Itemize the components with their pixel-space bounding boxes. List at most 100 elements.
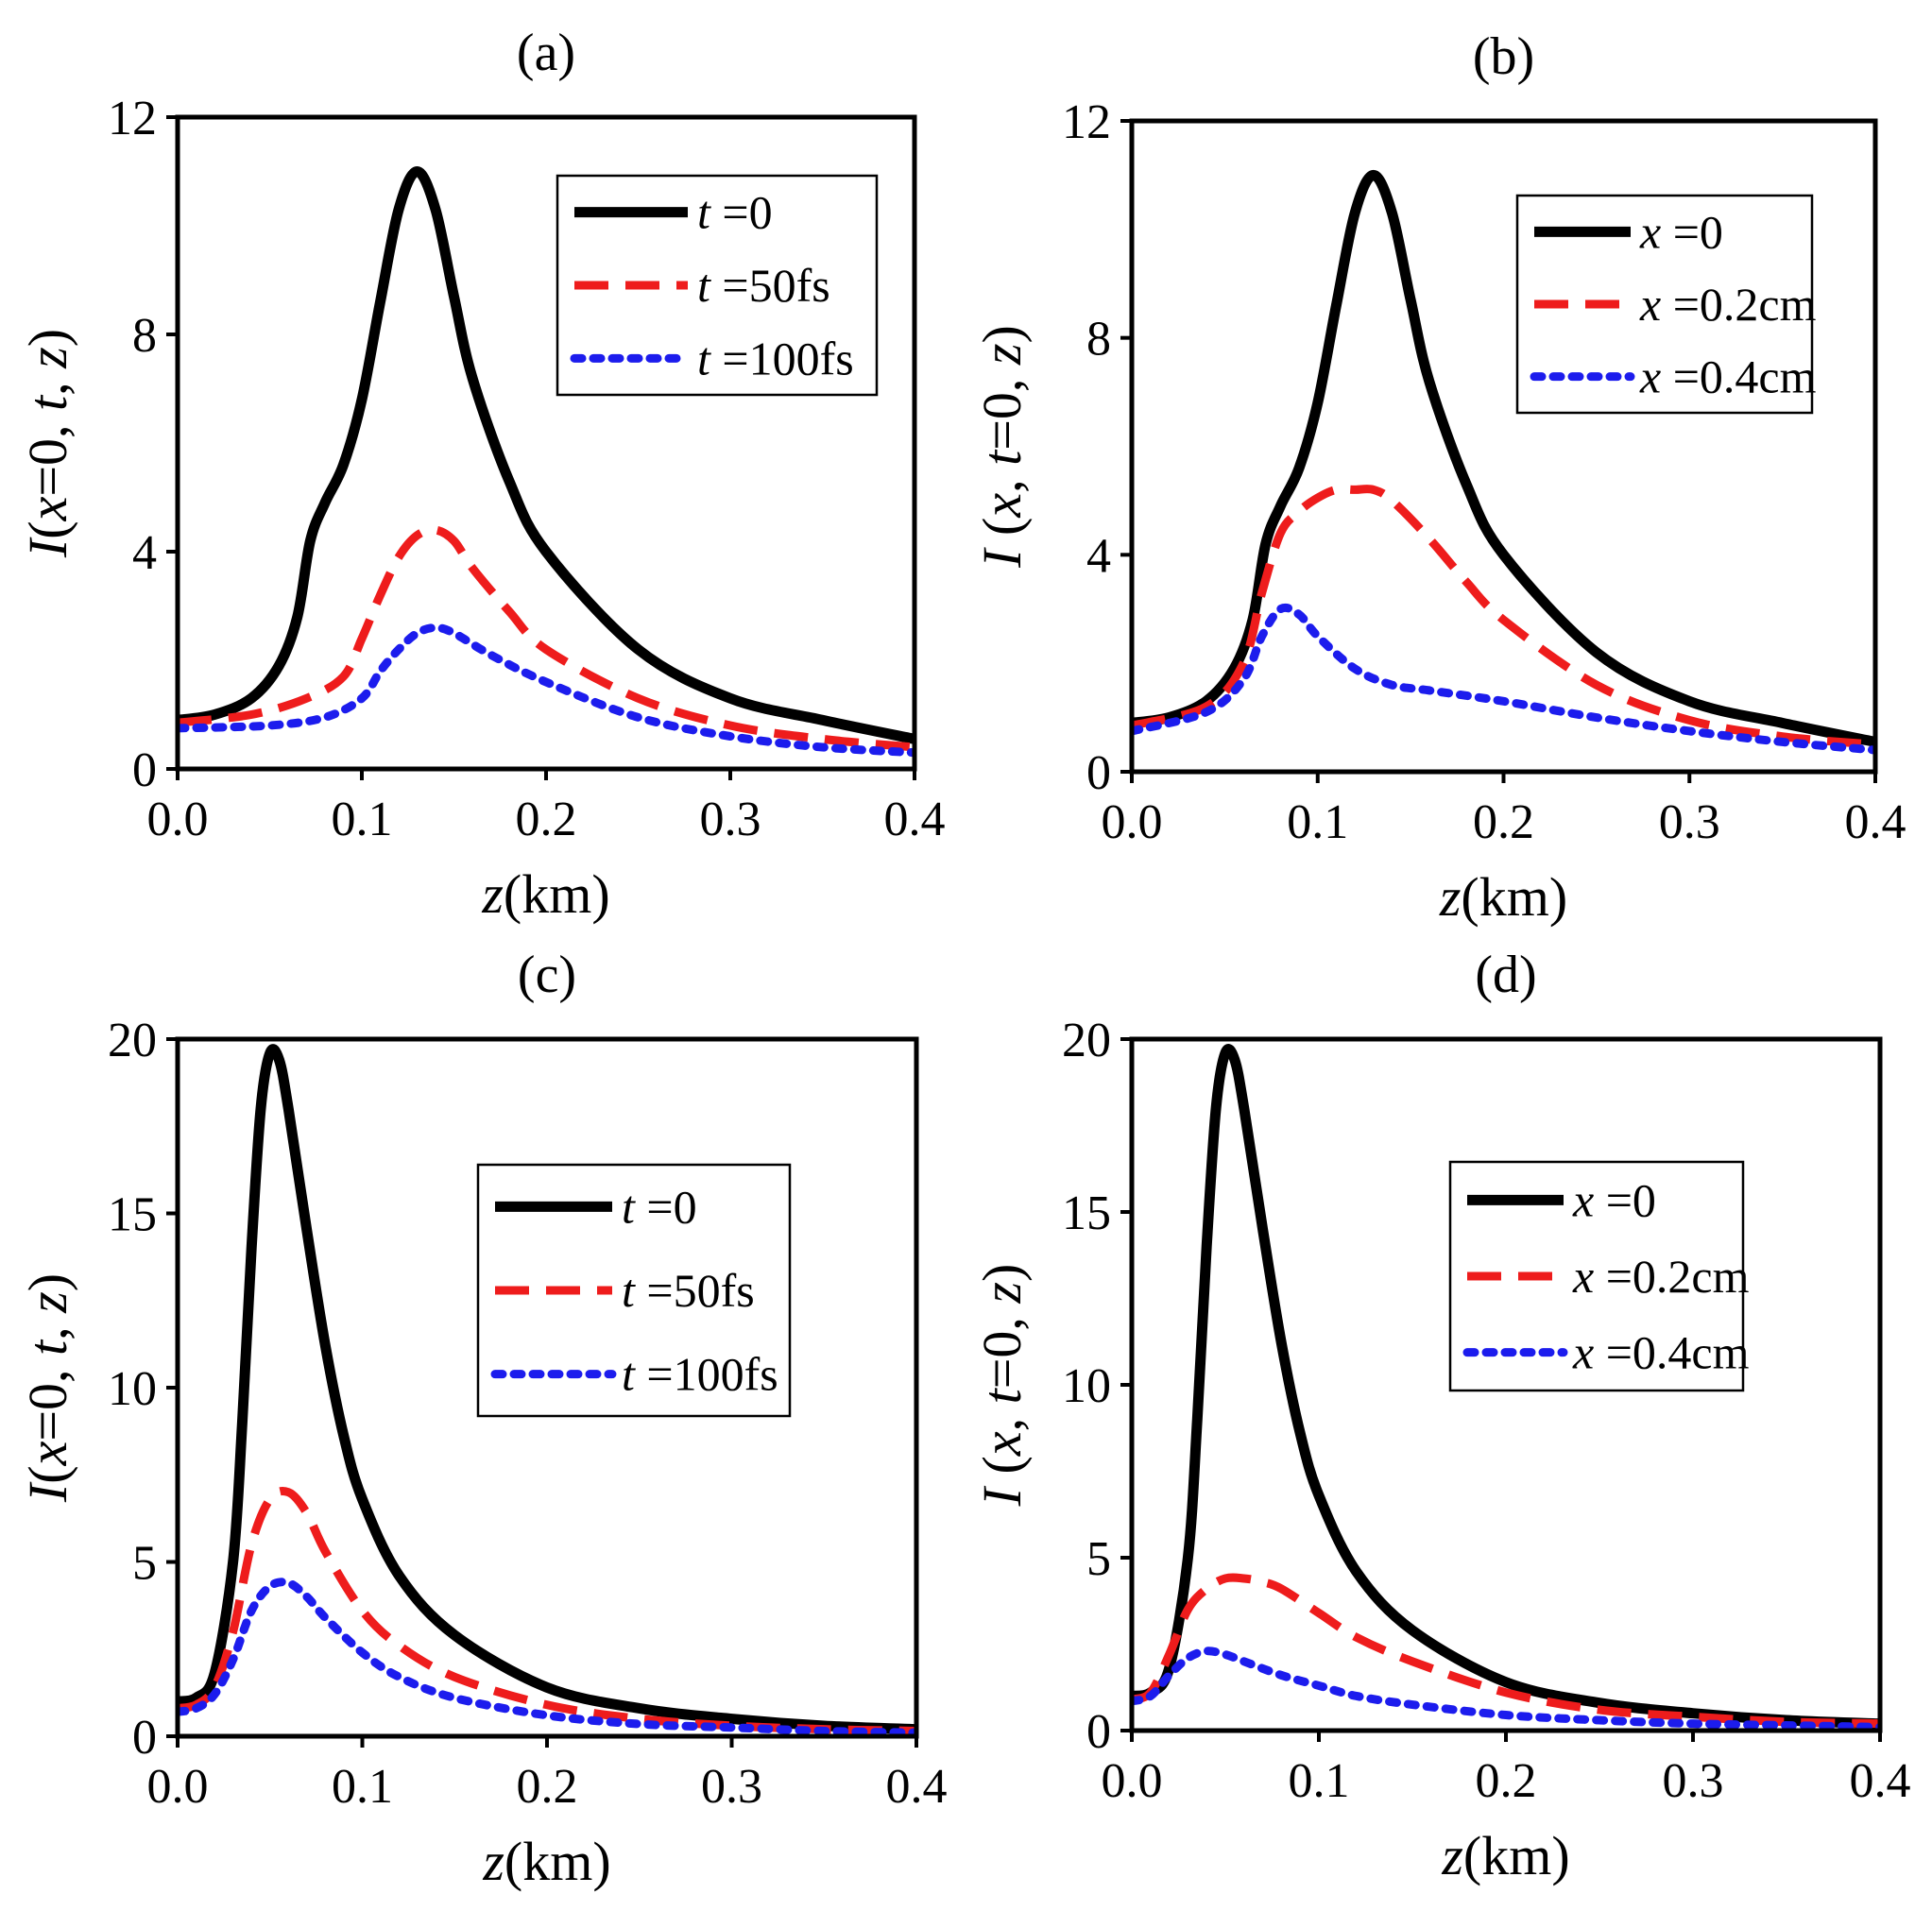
y-axis-label-part: x [971,493,1033,519]
y-axis-label-part: =0, [17,1356,78,1442]
legend-var: t [697,332,711,384]
y-axis-label-part: z [971,344,1033,367]
y-axis-label-part: z [17,1291,78,1314]
legend-var: x [1639,278,1661,331]
y-axis-label: I (x, t=0, z) [971,1264,1033,1508]
y-axis-label: I(x=0, t, z) [17,1273,78,1503]
x-tick-label: 0.4 [886,1760,948,1814]
y-axis-label-part: ) [17,1273,78,1291]
legend-var: x [1639,205,1661,258]
x-axis-unit: (km) [504,1831,611,1892]
y-tick-label: 12 [108,92,157,145]
legend-entry: t =100fs [697,332,854,384]
x-axis-unit: (km) [1461,866,1567,928]
y-tick-label: 10 [1062,1359,1111,1413]
legend-val: =0 [1594,1173,1656,1226]
x-axis-label: z(km) [481,863,609,925]
legend-var: t [622,1180,636,1233]
series-line-solid [178,1044,916,1735]
x-tick-label: 0.0 [1102,795,1163,849]
x-tick-label: 0.2 [517,1760,578,1814]
legend-val: =0 [1661,205,1723,258]
series-line-dashed [1132,485,1875,749]
x-axis-symbol: z [482,1831,504,1892]
x-tick-label: 0.1 [1287,795,1348,849]
y-tick-label: 0 [132,1711,157,1765]
y-tick-label: 20 [1062,1014,1111,1067]
series-line-dotted [1132,1647,1880,1731]
legend-var: x [1572,1173,1594,1226]
legend-var: x [1639,350,1661,403]
y-tick-label: 4 [132,526,157,580]
y-axis-label-part: ) [971,325,1033,343]
y-tick-label: 0 [1086,1705,1111,1759]
legend-var: t [697,186,711,239]
legend-entry: t =0 [697,186,773,239]
y-axis-label-part: ) [17,329,78,347]
series-line-solid [1132,1044,1880,1730]
y-axis-label-part: , [17,368,78,396]
legend-var: t [697,259,711,312]
legend-var: t [622,1264,636,1317]
y-axis-label-part: z [17,347,78,369]
x-axis-label: z(km) [482,1831,610,1892]
x-axis-symbol: z [1441,1825,1463,1886]
legend-val: =50fs [710,259,830,312]
legend-entry: t =50fs [697,259,830,312]
legend-entry: t =50fs [622,1264,755,1317]
x-axis-unit: (km) [1463,1825,1570,1886]
y-axis-label-part: t [971,1387,1033,1404]
y-axis-label-part: I [971,547,1033,569]
y-axis-label-part: , [971,1404,1033,1431]
y-tick-label: 15 [108,1188,157,1242]
y-axis-label-part: ( [971,518,1033,550]
legend-val: =0.4cm [1661,350,1816,403]
y-axis-label-part: z [971,1282,1033,1305]
y-axis-label-part: I [17,1481,78,1503]
x-tick-label: 0.4 [1845,795,1906,849]
x-tick-label: 0.3 [1663,1754,1724,1808]
y-axis-label-part: =0, [971,365,1033,451]
legend-entry: x =0 [1639,205,1723,258]
legend-var: x [1572,1326,1594,1379]
series-line-dashed [178,1487,916,1735]
legend-var: t [622,1348,636,1401]
legend-entry: x =0.4cm [1572,1326,1750,1379]
series-line-dotted [1132,603,1875,755]
y-axis-label-part: t [971,449,1033,466]
legend-val: =0 [635,1180,697,1233]
legend-entry: t =100fs [622,1348,778,1401]
y-axis-label-part: I [17,537,78,558]
y-axis-label-part: , [971,466,1033,493]
y-tick-label: 0 [132,743,157,797]
legend-entry: x =0.2cm [1639,278,1817,331]
x-tick-label: 0.3 [1659,795,1720,849]
legend-val: =0.2cm [1594,1250,1749,1303]
x-tick-label: 0.0 [147,793,209,846]
y-axis-label-part: ( [17,520,78,538]
x-tick-label: 0.1 [1289,1754,1350,1808]
legend-val: =0.4cm [1594,1326,1749,1379]
panel-title: (a) [517,24,575,82]
legend-entry: x =0.4cm [1639,350,1817,403]
panel-title: (c) [518,946,576,1004]
y-axis-label-part: ( [971,1456,1033,1488]
y-axis-label-part: , [17,1313,78,1340]
x-tick-label: 0.4 [884,793,946,846]
y-axis-label-part: =0, [971,1304,1033,1390]
legend-val: =50fs [635,1264,755,1317]
series-line-dashed [178,525,915,752]
y-tick-label: 4 [1086,529,1111,583]
y-tick-label: 8 [132,309,157,363]
y-axis-label-part: =0, [17,411,78,497]
x-tick-label: 0.3 [701,1760,762,1814]
x-tick-label: 0.3 [700,793,761,846]
y-axis-label-part: x [971,1431,1033,1457]
y-axis-label-part: ) [971,1264,1033,1282]
